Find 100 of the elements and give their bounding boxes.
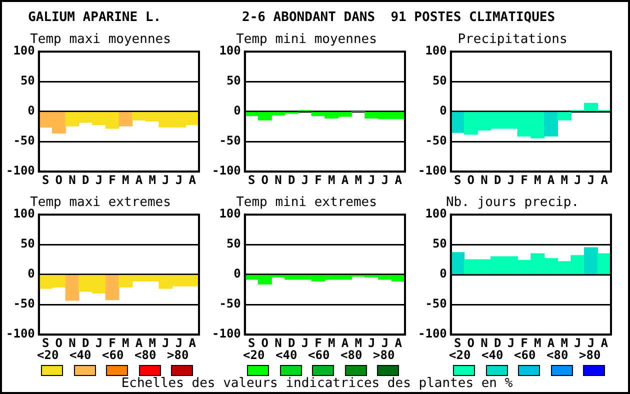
category-label: <80 (546, 348, 570, 362)
y-tick-label: -50 (13, 296, 35, 311)
x-tick-label: A (135, 172, 144, 187)
x-tick-label: F (314, 172, 322, 187)
x-tick-label: O (261, 336, 269, 350)
x-tick-label: F (520, 336, 528, 350)
x-tick-label: J (574, 172, 582, 187)
y-tick-label: -100 (418, 164, 447, 178)
x-tick-label: M (122, 336, 130, 350)
y-tick-label: -100 (6, 326, 35, 341)
y-tick-label: 0 (234, 104, 241, 118)
category-label: >80 (167, 348, 190, 362)
y-tick-label: -100 (418, 326, 447, 341)
x-tick-label: M (354, 172, 362, 187)
x-tick-label: A (394, 336, 403, 350)
x-tick-label: J (381, 336, 389, 350)
y-tick-label: 0 (234, 266, 241, 281)
x-tick-label: M (148, 336, 156, 350)
text: Echelles des valeurs indicatrices des plantes en % (120, 376, 514, 391)
x-tick-label: M (534, 336, 542, 350)
y-tick-label: 0 (440, 104, 447, 118)
x-tick-label: M (122, 172, 130, 187)
y-tick-label: -100 (212, 164, 241, 178)
y-tick-label: -50 (219, 134, 241, 148)
x-tick-label: M (328, 172, 336, 187)
x-tick-label: D (494, 172, 502, 187)
y-tick-label: -50 (425, 134, 447, 148)
y-tick-label: 0 (440, 266, 447, 281)
category-label: <40 (482, 348, 504, 362)
y-tick-label: 50 (432, 74, 447, 88)
x-tick-label: D (82, 172, 90, 187)
y-tick-label: 50 (226, 74, 241, 88)
text: GALIUM APARINE L. (28, 10, 162, 25)
x-tick-label: A (188, 336, 197, 350)
x-tick-label: M (148, 172, 156, 187)
x-tick-label: S (454, 336, 462, 350)
category-label: <60 (514, 348, 537, 362)
x-tick-label: A (341, 336, 350, 350)
x-tick-label: O (55, 172, 63, 187)
x-tick-label: F (108, 336, 116, 350)
y-tick-label: 0 (28, 266, 35, 281)
x-tick-label: J (301, 172, 309, 187)
x-tick-label: J (368, 172, 376, 187)
bar (584, 247, 598, 274)
x-tick-label: M (354, 336, 362, 350)
x-tick-label: D (82, 336, 90, 350)
category-label: <80 (134, 348, 158, 362)
x-tick-label: N (480, 172, 488, 187)
x-tick-label: F (108, 172, 116, 187)
x-tick-label: M (534, 172, 542, 187)
x-tick-label: A (394, 172, 403, 187)
category-label: <60 (102, 348, 125, 362)
category-label: >80 (579, 348, 602, 362)
category-label: <60 (308, 348, 331, 362)
x-tick-label: O (55, 336, 63, 350)
x-tick-label: S (248, 172, 256, 187)
category-label: <40 (70, 348, 92, 362)
y-tick-label: 100 (425, 206, 447, 221)
x-tick-label: M (560, 336, 568, 350)
x-tick-label: N (68, 172, 76, 187)
x-tick-label: S (42, 172, 50, 187)
x-tick-label: O (467, 336, 475, 350)
bar (544, 112, 558, 137)
category-label: <20 (243, 348, 266, 362)
y-tick-label: 50 (20, 74, 35, 88)
x-tick-label: S (454, 172, 462, 187)
x-tick-label: F (520, 172, 528, 187)
x-tick-label: N (274, 172, 282, 187)
bar (597, 253, 611, 274)
x-tick-label: J (587, 336, 595, 350)
y-tick-label: 100 (425, 44, 447, 58)
x-tick-label: J (587, 172, 595, 187)
x-tick-label: O (467, 172, 475, 187)
x-tick-label: O (261, 172, 269, 187)
x-tick-label: S (248, 336, 256, 350)
x-tick-label: N (68, 336, 76, 350)
x-tick-label: J (368, 336, 376, 350)
x-tick-label: J (301, 336, 309, 350)
chart-title: Precipitations (458, 32, 568, 48)
y-tick-label: -50 (219, 296, 241, 311)
text: 2-6 ABONDANT DANS 91 POSTES CLIMATIQUES (242, 10, 556, 25)
y-tick-label: 0 (28, 104, 35, 118)
x-tick-label: J (175, 336, 183, 350)
x-tick-label: F (314, 336, 322, 350)
x-tick-label: J (175, 172, 183, 187)
x-tick-label: M (328, 336, 336, 350)
x-tick-label: D (494, 336, 502, 350)
x-tick-label: J (95, 172, 103, 187)
category-label: <20 (37, 348, 60, 362)
x-tick-label: J (381, 172, 389, 187)
x-tick-label: A (547, 172, 556, 187)
y-tick-label: -100 (212, 326, 241, 341)
x-tick-label: J (574, 336, 582, 350)
x-tick-label: S (42, 336, 50, 350)
y-tick-label: 50 (432, 236, 447, 251)
chart-title: Nb. jours precip. (446, 195, 580, 210)
category-label: <40 (276, 348, 298, 362)
y-tick-label: 50 (226, 236, 241, 251)
x-tick-label: A (547, 336, 556, 350)
x-tick-label: A (188, 172, 197, 187)
